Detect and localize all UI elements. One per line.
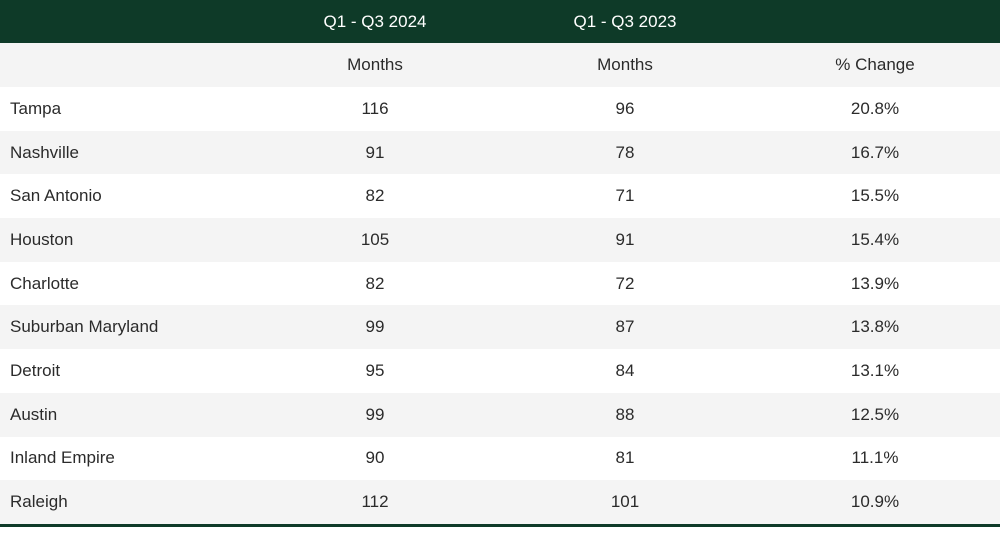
table-row: Raleigh 112 101 10.9% [0, 480, 1000, 524]
bottom-rule [0, 523, 1000, 527]
city-cell: Raleigh [10, 492, 68, 512]
months-2024-cell: 116 [361, 98, 389, 118]
months-2024-cell: 99 [365, 317, 385, 337]
period-header-2023: Q1 - Q3 2023 [573, 11, 677, 31]
column-header-change: % Change [835, 55, 915, 74]
change-cell: 10.9% [850, 492, 900, 512]
change-cell: 13.1% [850, 360, 900, 380]
table-row: Detroit 95 84 13.1% [0, 349, 1000, 393]
city-cell: Houston [10, 229, 74, 249]
months-2023-cell: 72 [615, 273, 635, 293]
city-cell: Austin [10, 404, 58, 424]
months-2023-cell: 84 [615, 360, 635, 380]
months-2023-cell: 101 [610, 492, 640, 512]
column-header-row: Months Months % Change [0, 43, 1000, 87]
months-2023-cell: 91 [615, 229, 635, 249]
change-cell: 13.9% [850, 273, 900, 293]
period-header-2024: Q1 - Q3 2024 [323, 11, 427, 31]
months-2023-cell: 88 [615, 404, 635, 424]
table-row: Charlotte 82 72 13.9% [0, 261, 1000, 306]
column-header-months-2023: Months [597, 55, 653, 74]
city-cell: Tampa [10, 98, 62, 118]
change-cell: 12.5% [850, 404, 900, 424]
table-row: Tampa 116 96 20.8% [0, 87, 1000, 131]
table-row: San Antonio 82 71 15.5% [0, 174, 1000, 219]
table-body: Tampa 116 96 20.8% Nashville 91 78 16.7% San Ant… [0, 87, 1000, 524]
months-2023-cell: 81 [615, 448, 635, 468]
city-cell: Nashville [10, 142, 79, 162]
months-2024-cell: 99 [365, 404, 385, 424]
table-row: Houston 105 91 15.4% [0, 218, 1000, 262]
change-cell: 13.8% [850, 317, 900, 337]
change-cell: 11.1% [851, 448, 899, 468]
months-2024-cell: 82 [365, 186, 385, 206]
city-cell: San Antonio [10, 186, 102, 206]
table-row: Inland Empire 90 81 11.1% [0, 436, 1000, 481]
months-2024-cell: 112 [361, 492, 389, 512]
change-cell: 15.4% [850, 229, 900, 249]
months-2024-cell: 105 [360, 229, 390, 249]
change-cell: 20.8% [850, 98, 900, 118]
months-2023-cell: 78 [615, 142, 635, 162]
city-cell: Inland Empire [10, 448, 115, 468]
city-cell: Charlotte [10, 273, 79, 293]
months-2024-cell: 95 [365, 360, 385, 380]
city-cell: Detroit [10, 360, 61, 380]
period-header-band: Q1 - Q3 2024 Q1 - Q3 2023 [0, 0, 1000, 43]
column-header-months-2024: Months [347, 55, 403, 74]
months-2024-cell: 82 [365, 273, 385, 293]
months-2023-cell: 96 [615, 98, 635, 118]
months-2024-cell: 91 [365, 142, 385, 162]
table-row: Nashville 91 78 16.7% [0, 130, 1000, 175]
table-row: Suburban Maryland 99 87 13.8% [0, 305, 1000, 350]
change-cell: 16.7% [850, 142, 900, 162]
months-2023-cell: 71 [615, 186, 635, 206]
change-cell: 15.5% [850, 186, 900, 206]
city-cell: Suburban Maryland [10, 317, 159, 337]
table-row: Austin 99 88 12.5% [0, 392, 1000, 437]
months-2024-cell: 90 [365, 448, 385, 468]
months-2023-cell: 87 [615, 317, 635, 337]
